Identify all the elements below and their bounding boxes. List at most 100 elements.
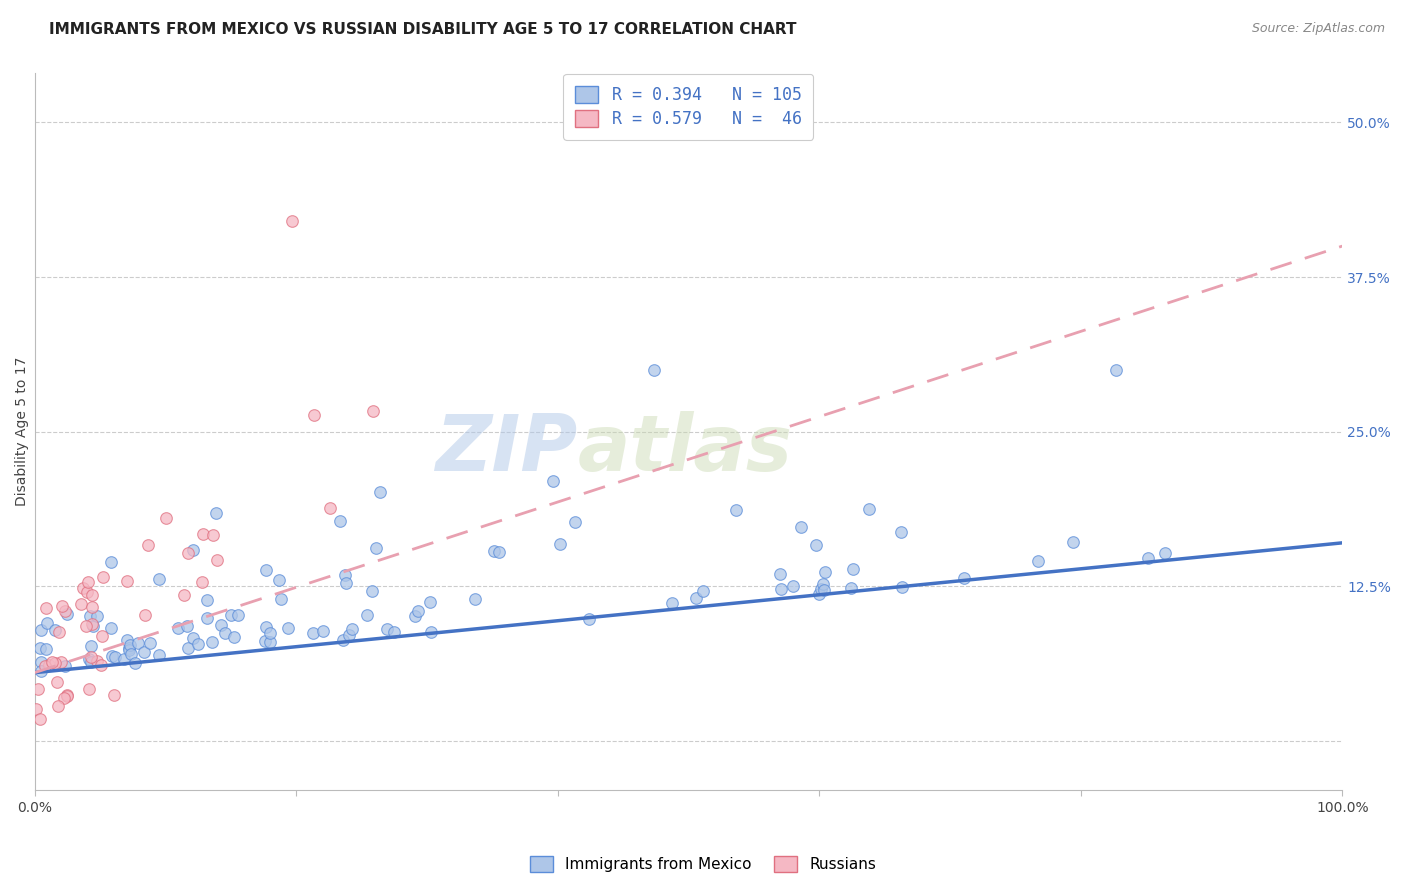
Point bbox=[361, 404, 384, 418]
Point bbox=[27, 681, 49, 696]
Point bbox=[302, 626, 325, 640]
Point bbox=[1154, 546, 1177, 560]
Point bbox=[86, 608, 108, 623]
Point bbox=[53, 604, 76, 618]
Point bbox=[117, 632, 139, 647]
Point bbox=[127, 636, 149, 650]
Point bbox=[148, 572, 170, 586]
Point bbox=[28, 712, 51, 726]
Text: ZIP: ZIP bbox=[434, 411, 578, 488]
Point bbox=[770, 582, 793, 596]
Point bbox=[38, 658, 60, 673]
Point bbox=[53, 659, 76, 673]
Text: Source: ZipAtlas.com: Source: ZipAtlas.com bbox=[1251, 22, 1385, 36]
Point bbox=[86, 655, 108, 669]
Point bbox=[1026, 554, 1049, 568]
Point bbox=[112, 652, 135, 666]
Point bbox=[100, 621, 122, 635]
Point bbox=[270, 591, 292, 606]
Point bbox=[80, 650, 103, 665]
Point bbox=[335, 576, 357, 591]
Y-axis label: Disability Age 5 to 17: Disability Age 5 to 17 bbox=[15, 357, 30, 507]
Point bbox=[134, 645, 156, 659]
Point bbox=[177, 546, 200, 560]
Point bbox=[312, 624, 335, 638]
Point bbox=[148, 648, 170, 662]
Point bbox=[34, 642, 56, 657]
Point bbox=[48, 625, 70, 640]
Point bbox=[254, 563, 277, 577]
Point bbox=[191, 575, 214, 590]
Point bbox=[56, 689, 79, 703]
Point bbox=[578, 612, 600, 626]
Point bbox=[368, 484, 391, 499]
Point bbox=[226, 607, 249, 622]
Point bbox=[488, 545, 510, 559]
Point bbox=[30, 624, 52, 638]
Point bbox=[101, 649, 124, 664]
Point bbox=[35, 600, 58, 615]
Point bbox=[364, 541, 387, 555]
Point bbox=[117, 574, 139, 589]
Point bbox=[724, 503, 747, 517]
Point bbox=[811, 576, 834, 591]
Point bbox=[692, 583, 714, 598]
Point bbox=[82, 619, 104, 633]
Point bbox=[183, 542, 205, 557]
Point bbox=[35, 615, 58, 630]
Point bbox=[90, 629, 112, 643]
Point bbox=[80, 655, 103, 669]
Point bbox=[202, 528, 225, 542]
Point bbox=[858, 501, 880, 516]
Point bbox=[205, 552, 228, 566]
Point bbox=[77, 682, 100, 697]
Point bbox=[104, 649, 127, 664]
Point bbox=[842, 562, 865, 576]
Point bbox=[55, 607, 77, 622]
Point bbox=[790, 520, 813, 534]
Point bbox=[807, 587, 830, 601]
Point bbox=[48, 699, 70, 714]
Point bbox=[25, 702, 48, 716]
Point bbox=[167, 621, 190, 635]
Point bbox=[1105, 363, 1128, 377]
Point bbox=[1062, 535, 1084, 549]
Point bbox=[813, 583, 835, 598]
Point bbox=[342, 623, 364, 637]
Point bbox=[79, 609, 101, 624]
Point bbox=[419, 595, 441, 609]
Point bbox=[69, 598, 91, 612]
Point bbox=[548, 537, 571, 551]
Point bbox=[41, 655, 63, 669]
Legend: Immigrants from Mexico, Russians: Immigrants from Mexico, Russians bbox=[522, 848, 884, 880]
Point bbox=[782, 579, 804, 593]
Point bbox=[30, 655, 52, 669]
Point bbox=[810, 582, 832, 597]
Text: atlas: atlas bbox=[578, 411, 792, 488]
Point bbox=[890, 525, 912, 540]
Point bbox=[103, 688, 125, 702]
Point bbox=[82, 599, 104, 614]
Point bbox=[76, 585, 98, 599]
Point bbox=[77, 574, 100, 589]
Text: IMMIGRANTS FROM MEXICO VS RUSSIAN DISABILITY AGE 5 TO 17 CORRELATION CHART: IMMIGRANTS FROM MEXICO VS RUSSIAN DISABI… bbox=[49, 22, 797, 37]
Point bbox=[90, 658, 112, 673]
Point bbox=[195, 611, 218, 625]
Point bbox=[51, 599, 73, 613]
Point bbox=[269, 573, 291, 587]
Point bbox=[464, 591, 486, 606]
Point bbox=[332, 632, 354, 647]
Point bbox=[100, 555, 122, 569]
Point bbox=[195, 592, 218, 607]
Point bbox=[661, 596, 683, 610]
Point bbox=[201, 635, 224, 649]
Point bbox=[51, 655, 73, 669]
Point bbox=[375, 622, 398, 636]
Point bbox=[205, 507, 228, 521]
Point bbox=[337, 628, 360, 642]
Legend: R = 0.394   N = 105, R = 0.579   N =  46: R = 0.394 N = 105, R = 0.579 N = 46 bbox=[564, 74, 814, 140]
Point bbox=[77, 652, 100, 666]
Point bbox=[120, 647, 142, 661]
Point bbox=[360, 583, 382, 598]
Point bbox=[769, 566, 792, 581]
